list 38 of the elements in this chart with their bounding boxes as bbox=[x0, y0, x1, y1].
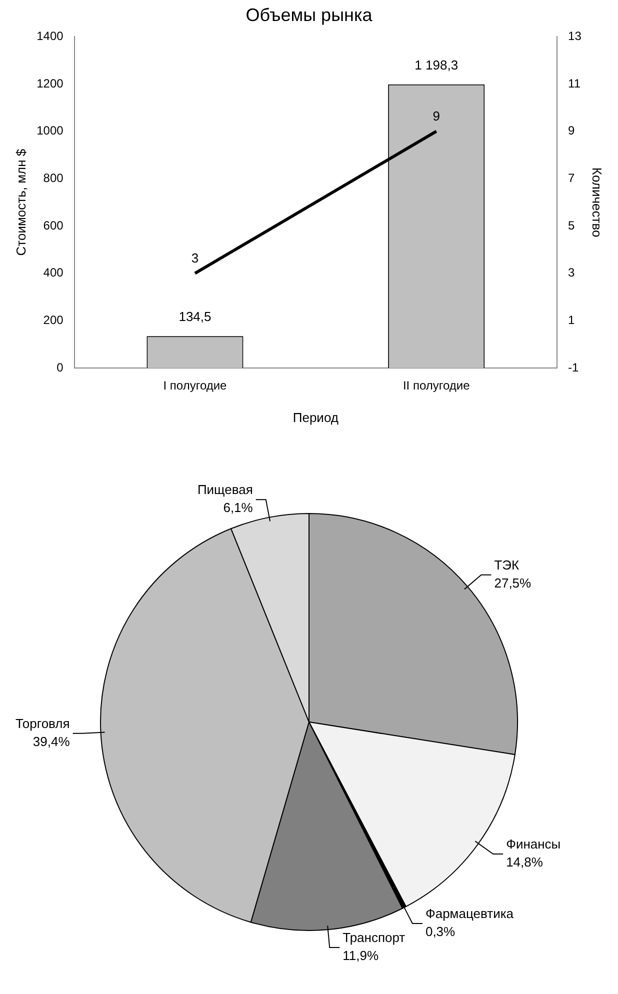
data-label: 11,9% bbox=[342, 948, 379, 964]
slice-label: Транспорт bbox=[342, 930, 406, 946]
y-tick-label: 600 bbox=[43, 218, 64, 232]
data-label: 0,3% bbox=[425, 924, 456, 940]
y-tick-label: 1000 bbox=[36, 124, 64, 138]
data-label: 3 bbox=[191, 250, 199, 266]
y2-tick-label: 13 bbox=[568, 28, 582, 43]
data-label: 9 bbox=[432, 108, 440, 124]
y2-tick-label: -1 bbox=[568, 360, 580, 374]
data-label: 134,5 bbox=[178, 309, 212, 324]
slice-label: ТЭК bbox=[494, 557, 520, 572]
y-axis-title: Стоимость, млн $ bbox=[13, 148, 28, 256]
y2-tick-label: 1 bbox=[568, 312, 576, 327]
y-tick-label: 0 bbox=[56, 360, 64, 374]
data-label: 1 198,3 bbox=[414, 57, 458, 72]
y2-tick-label: 11 bbox=[568, 76, 581, 90]
y2-tick-label: 9 bbox=[568, 124, 576, 138]
y-tick-label: 800 bbox=[43, 170, 64, 185]
data-label: 39,4% bbox=[32, 734, 70, 749]
slice-label: Финансы bbox=[506, 836, 561, 852]
y-tick-label: 200 bbox=[43, 312, 64, 327]
y2-tick-label: 3 bbox=[568, 266, 576, 280]
y2-tick-label: 5 bbox=[568, 218, 576, 232]
slice-label: Торговля bbox=[15, 716, 70, 731]
y-tick-label: 1200 bbox=[36, 76, 64, 90]
data-label: 6,1% bbox=[223, 500, 254, 516]
slice-label: Фармацевтика bbox=[425, 906, 514, 922]
y-tick-label: 400 bbox=[43, 266, 64, 280]
y2-axis-title: Количество bbox=[590, 167, 605, 238]
x-tick-label: II полугодие bbox=[402, 378, 470, 393]
y2-tick-label: 7 bbox=[568, 170, 576, 185]
x-tick-label: I полугодие bbox=[163, 378, 228, 393]
x-axis-title: Период bbox=[292, 410, 339, 425]
data-label: 27,5% bbox=[494, 575, 532, 590]
chart-title: Объемы рынка bbox=[246, 4, 374, 25]
data-label: 14,8% bbox=[506, 854, 544, 870]
y-tick-label: 1400 bbox=[36, 28, 64, 43]
slice-label: Пищевая bbox=[197, 482, 253, 498]
